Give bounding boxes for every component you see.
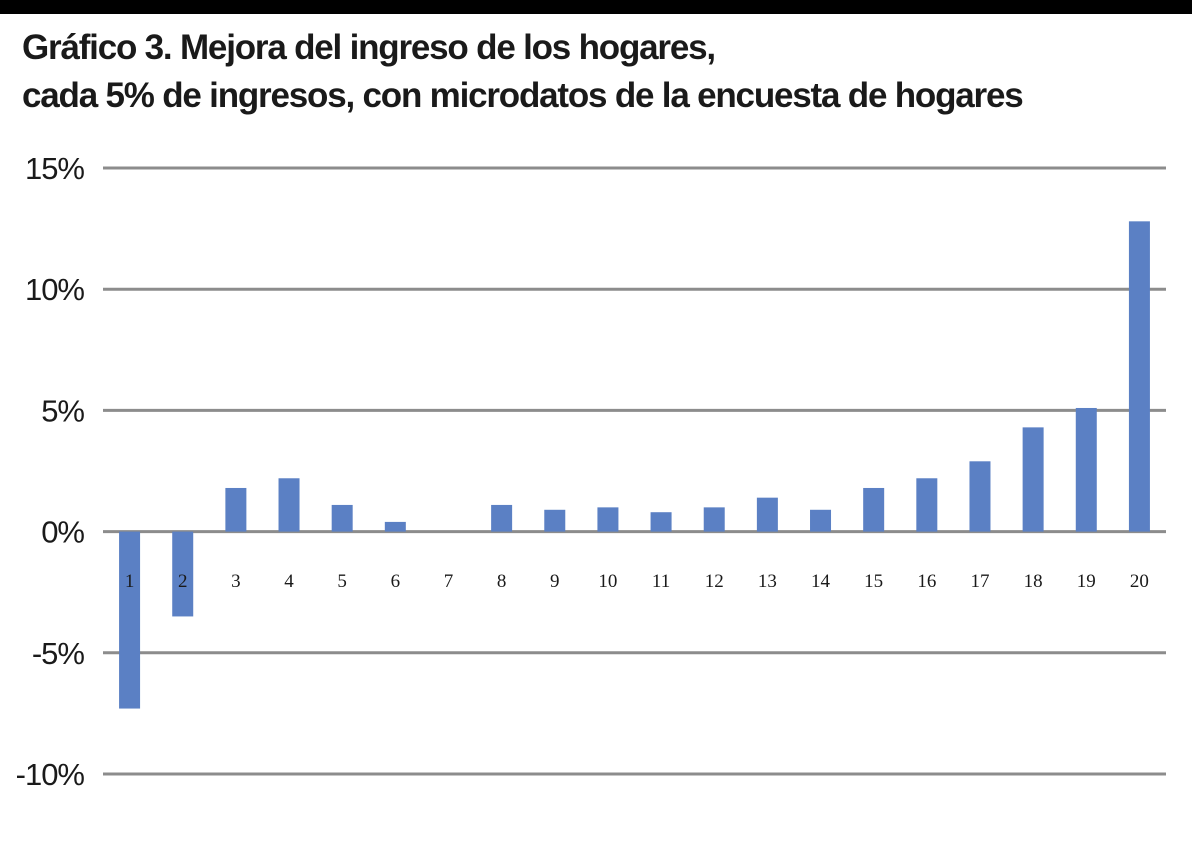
chart-title-line-2: cada 5% de ingresos, con microdatos de l… xyxy=(22,76,1024,115)
y-tick-label: 10% xyxy=(25,272,84,307)
x-tick-label: 7 xyxy=(444,571,454,592)
bar xyxy=(1128,221,1150,532)
bar xyxy=(278,478,300,532)
x-tick-label: 6 xyxy=(391,571,401,592)
x-tick-label: 4 xyxy=(284,571,294,592)
bar xyxy=(491,504,513,532)
x-tick-label: 18 xyxy=(1024,571,1043,592)
y-tick-label: 15% xyxy=(25,151,84,186)
y-tick-label: -10% xyxy=(16,757,85,792)
bar xyxy=(916,478,938,532)
x-tick-label: 2 xyxy=(178,571,188,592)
x-tick-label: 1 xyxy=(125,571,135,592)
bar xyxy=(969,461,991,532)
x-tick-label: 5 xyxy=(337,571,347,592)
x-tick-label: 17 xyxy=(970,571,989,592)
gridlines xyxy=(103,166,1166,776)
bar xyxy=(703,507,725,532)
bar xyxy=(756,497,778,532)
y-axis-tick-labels: 15% 10% 5% 0% -5% -10% xyxy=(16,151,86,792)
bar xyxy=(810,509,832,532)
x-axis-tick-labels: 1 2 3 4 5 6 7 8 9 10 11 12 13 14 15 16 17 18 19 20 xyxy=(125,571,1149,592)
bar xyxy=(119,531,141,709)
bar xyxy=(172,531,194,617)
x-tick-label: 9 xyxy=(550,571,560,592)
chart-title: Gráfico 3. Mejora del ingreso de los hog… xyxy=(22,24,1182,120)
top-border-bar xyxy=(0,0,1192,14)
x-tick-label: 19 xyxy=(1077,571,1096,592)
x-tick-label: 12 xyxy=(705,571,724,592)
y-tick-label: -5% xyxy=(32,636,85,671)
x-tick-label: 14 xyxy=(811,571,831,592)
x-tick-label: 3 xyxy=(231,571,241,592)
bar xyxy=(1022,427,1044,532)
x-tick-label: 15 xyxy=(864,571,883,592)
x-tick-label: 13 xyxy=(758,571,777,592)
x-tick-label: 20 xyxy=(1130,571,1149,592)
bar xyxy=(863,487,885,532)
bar xyxy=(650,512,672,532)
bars xyxy=(119,221,1150,709)
y-tick-label: 0% xyxy=(41,515,84,550)
bar xyxy=(597,507,619,532)
bar xyxy=(225,487,247,532)
x-tick-label: 10 xyxy=(598,571,617,592)
bar xyxy=(384,521,406,532)
y-tick-label: 5% xyxy=(41,393,84,428)
bar xyxy=(1075,407,1097,532)
x-tick-label: 16 xyxy=(917,571,936,592)
chart-title-line-1: Gráfico 3. Mejora del ingreso de los hog… xyxy=(22,28,716,67)
x-tick-label: 8 xyxy=(497,571,507,592)
x-tick-label: 11 xyxy=(652,571,670,592)
bar xyxy=(331,504,353,532)
bar xyxy=(544,509,566,532)
